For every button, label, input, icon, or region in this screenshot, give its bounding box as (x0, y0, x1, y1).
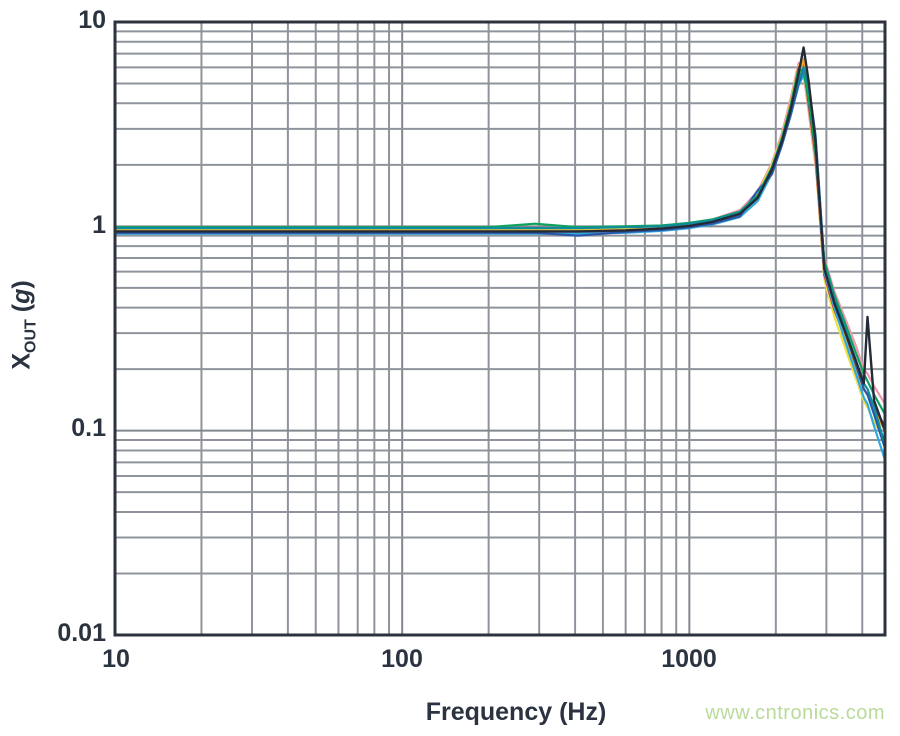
y-tick-0-01: 0.01 (57, 619, 106, 647)
y-axis-title-base: X (7, 352, 36, 370)
y-axis-title: XOUT (g) (8, 280, 41, 369)
series-unit-orange (113, 57, 887, 432)
y-axis-title-unit: g (7, 288, 36, 304)
watermark: www.cntronics.com (705, 702, 885, 724)
series-unit-green (113, 67, 887, 416)
x-tick-100: 100 (381, 645, 423, 673)
x-axis-title: Frequency (Hz) (425, 698, 607, 726)
x-tick-1000: 1000 (661, 645, 717, 673)
x-tick-10: 10 (102, 645, 130, 673)
y-tick-0-1: 0.1 (71, 414, 106, 442)
y-axis-title-sub: OUT (22, 319, 40, 353)
series-unit-cyan (113, 73, 887, 461)
series-unit-black (113, 46, 887, 432)
series-unit-yellow (113, 64, 887, 442)
plot-border (113, 20, 887, 637)
y-axis-title-open-paren: ( (7, 303, 36, 320)
series-unit-teal (113, 66, 887, 447)
y-tick-10: 10 (78, 6, 106, 34)
y-axis-title-close-paren: ) (7, 280, 36, 289)
y-tick-1: 1 (92, 211, 106, 239)
